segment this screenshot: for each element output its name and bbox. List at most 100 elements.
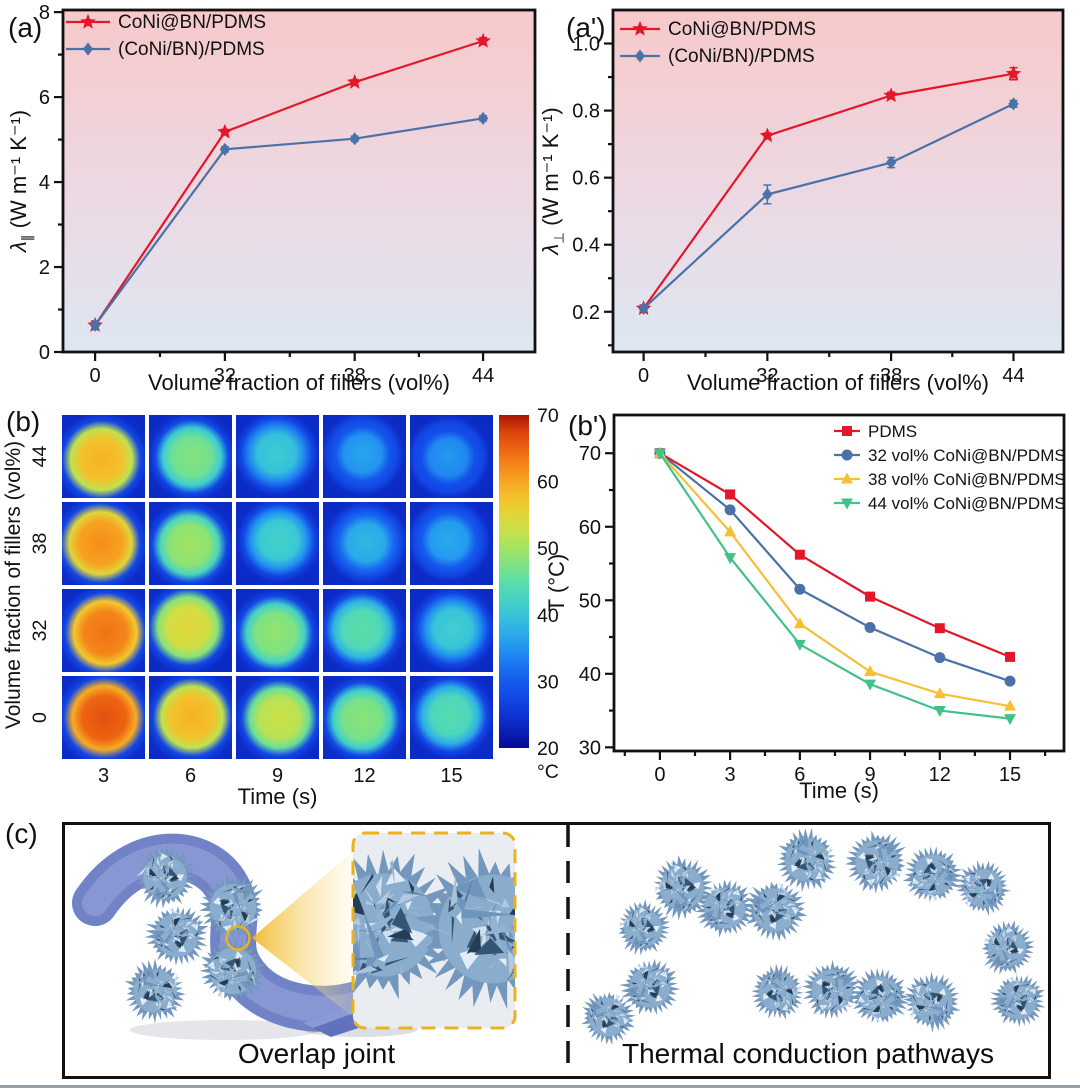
svg-text:20: 20 (537, 738, 559, 760)
svg-text:0.6: 0.6 (572, 168, 600, 190)
legend: PDMS 32 vol% CoNi@BN/PDMS 38 vol% CoNi@BN/… (834, 422, 1066, 513)
overlap-joint-caption: Overlap joint (237, 1038, 396, 1069)
svg-text:30: 30 (537, 671, 559, 693)
svg-text:40: 40 (537, 605, 559, 627)
svg-text:60: 60 (537, 472, 559, 494)
panel-a-prime-line-chart: 0.2 0.4 0.6 0.8 1.0 0 32 38 44 Volume fraction of… (540, 8, 1065, 395)
svg-text:9: 9 (272, 765, 283, 787)
panel-c-schematic: Overlap joint Thermal conduction pathway… (62, 822, 1051, 1079)
svg-text:2: 2 (39, 257, 50, 279)
plot-border (611, 8, 1065, 354)
svg-text:60: 60 (579, 517, 601, 539)
heatmap-cell (410, 415, 493, 498)
series-3 (653, 448, 1016, 726)
heatmap-cell (62, 676, 145, 759)
colorbar-unit: °C (537, 761, 559, 783)
svg-text:PDMS: PDMS (868, 422, 917, 441)
svg-text:32: 32 (756, 365, 778, 387)
x-axis-title: Time (s) (799, 778, 879, 803)
highlight-circle (225, 925, 251, 951)
heatmap-cell (323, 676, 406, 759)
y-axis-title: λ∥ (W m⁻¹ K⁻¹) (6, 110, 34, 253)
series-0 (87, 32, 491, 332)
svg-text:30: 30 (579, 737, 601, 759)
x-axis-title: Time (s) (238, 784, 318, 809)
svg-text:12: 12 (353, 765, 375, 787)
svg-text:0: 0 (39, 342, 50, 364)
svg-text:3: 3 (98, 765, 109, 787)
svg-text:1.0: 1.0 (572, 34, 600, 56)
heatmap-cell (410, 676, 493, 759)
bottom-rule (0, 1085, 1080, 1088)
svg-text:(CoNi/BN)/PDMS: (CoNi/BN)/PDMS (668, 46, 815, 67)
svg-text:0: 0 (638, 365, 649, 387)
heatmap-cell (410, 589, 493, 672)
svg-text:50: 50 (579, 590, 601, 612)
x-axis-title: Volume fraction of fillers (vol%) (687, 370, 989, 395)
svg-text:32 vol% CoNi@BN/PDMS: 32 vol% CoNi@BN/PDMS (868, 446, 1066, 465)
svg-text:0: 0 (654, 764, 665, 786)
panel-c-illustration (72, 825, 1048, 1076)
heatmap-cell (323, 502, 406, 585)
svg-text:44: 44 (1002, 365, 1024, 387)
svg-text:6: 6 (794, 764, 805, 786)
heatmap-cell (236, 589, 319, 672)
inset-border (351, 831, 517, 1030)
svg-text:0: 0 (90, 365, 101, 387)
y-axis-title: Volume fraction of fillers (vol%) (2, 441, 25, 729)
panel-label-a: (a) (8, 12, 43, 43)
svg-text:38: 38 (880, 365, 902, 387)
plot-background (613, 10, 1063, 352)
y-axis-title: λ⊥ (W m⁻¹ K⁻¹) (540, 107, 566, 255)
svg-text:38 vol% CoNi@BN/PDMS: 38 vol% CoNi@BN/PDMS (868, 470, 1066, 489)
legend: CoNi@BN/PDMS (CoNi/BN)/PDMS (66, 12, 266, 60)
svg-text:(CoNi/BN)/PDMS: (CoNi/BN)/PDMS (118, 39, 265, 60)
heatmap-cell (236, 415, 319, 498)
x-axis-title: Volume fraction of fillers (vol%) (148, 370, 450, 395)
plot-background (63, 10, 535, 352)
colorbar: 70 60 50 40 30 20°C (499, 405, 559, 783)
svg-text:44 vol% CoNi@BN/PDMS: 44 vol% CoNi@BN/PDMS (868, 494, 1066, 513)
plot-border (61, 8, 537, 354)
svg-text:9: 9 (864, 764, 875, 786)
thermal-pathways-caption: Thermal conduction pathways (622, 1038, 994, 1069)
panel-label-b: (b) (6, 406, 41, 437)
svg-text:0.8: 0.8 (572, 101, 600, 123)
heatmap-cell (62, 502, 145, 585)
heatmap-cell (236, 502, 319, 585)
legend: CoNi@BN/PDMS (CoNi/BN)/PDMS (620, 19, 816, 67)
svg-text:44: 44 (472, 365, 494, 387)
series-1 (638, 97, 1019, 315)
svg-text:CoNi@BN/PDMS: CoNi@BN/PDMS (118, 12, 266, 33)
svg-text:32: 32 (29, 620, 51, 642)
svg-text:50: 50 (537, 538, 559, 560)
svg-text:6: 6 (185, 765, 196, 787)
svg-text:0.4: 0.4 (572, 235, 600, 257)
svg-text:CoNi@BN/PDMS: CoNi@BN/PDMS (668, 19, 816, 40)
svg-text:0: 0 (29, 712, 51, 723)
series-1 (89, 111, 489, 332)
panel-b-heatmap: 3 6 9 12 15 Time (s) 44 38 32 0 Volume fraction of… (2, 405, 559, 809)
overlap-inset (353, 833, 515, 1028)
svg-text:70: 70 (537, 405, 559, 427)
svg-text:70: 70 (579, 443, 601, 465)
svg-text:15: 15 (999, 764, 1021, 786)
heatmap-cell (149, 415, 232, 498)
heatmap-cell (149, 676, 232, 759)
panel-label-c: (c) (5, 818, 38, 849)
heatmap-grid (62, 415, 493, 759)
heatmap-cell (62, 589, 145, 672)
svg-text:6: 6 (39, 87, 50, 109)
heatmap-cell (149, 589, 232, 672)
svg-text:4: 4 (39, 172, 50, 194)
conduction-pathway-fillers (570, 825, 1048, 1054)
heatmap-cell (149, 502, 232, 585)
heatmap-cell (236, 676, 319, 759)
svg-text:8: 8 (39, 2, 50, 24)
heatmap-cell (410, 502, 493, 585)
panel-b-prime-line-chart: 30 40 50 60 70 0 3 6 9 12 15 Time (s) T (°C) PDMS 32 v… (544, 413, 1066, 803)
svg-text:3: 3 (725, 764, 736, 786)
svg-text:12: 12 (929, 764, 951, 786)
panel-label-a-prime: (a') (566, 12, 606, 43)
